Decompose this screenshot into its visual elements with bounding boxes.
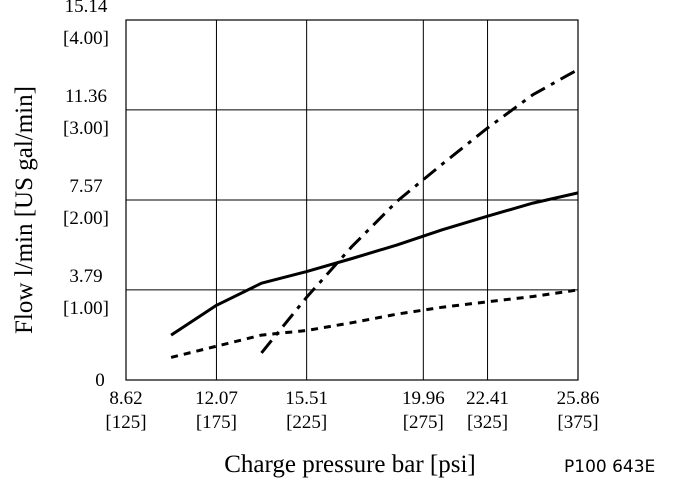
- x-tick-label: 8.62: [109, 388, 142, 409]
- y-tick-label-gpm: [1.00]: [63, 298, 109, 319]
- x-tick-label-psi: [225]: [286, 412, 327, 433]
- grid-lines: [126, 20, 578, 380]
- series-line-long-dash: [260, 68, 579, 354]
- y-tick-label: 11.36: [65, 86, 107, 107]
- y-tick-label-gpm: [2.00]: [63, 208, 109, 229]
- x-tick-label: 15.51: [285, 388, 328, 409]
- x-axis-title: Charge pressure bar [psi]: [224, 451, 476, 478]
- x-tick-label-psi: [175]: [196, 412, 237, 433]
- y-axis-title: Flow l/min [US gal/min]: [11, 86, 38, 334]
- figure-reference-code: P100 643E: [564, 457, 655, 477]
- x-tick-label: 19.96: [402, 388, 445, 409]
- series-line-solid: [170, 191, 579, 337]
- x-tick-label-psi: [275]: [403, 412, 444, 433]
- tick-labels: 8.62 [125] 12.07 [175] 15.51 [225] 19.96 [275] 2…: [63, 0, 599, 433]
- x-tick-label-psi: [125]: [105, 412, 146, 433]
- plot-frame: [125, 19, 579, 381]
- series-line-short-dash: [170, 288, 579, 359]
- x-tick-label: 12.07: [195, 388, 238, 409]
- x-tick-label: 22.41: [466, 388, 509, 409]
- y-tick-label: 15.14: [65, 0, 108, 17]
- x-tick-label: 25.86: [557, 388, 600, 409]
- y-tick-label: 3.79: [69, 266, 102, 287]
- y-tick-label: 7.57: [69, 176, 102, 197]
- y-tick-label-gpm: [3.00]: [63, 118, 109, 139]
- y-tick-label: 0: [95, 370, 105, 391]
- data-series: [170, 68, 579, 359]
- x-tick-label-psi: [325]: [467, 412, 508, 433]
- y-tick-label-gpm: [4.00]: [63, 28, 109, 49]
- x-tick-label-psi: [375]: [557, 412, 598, 433]
